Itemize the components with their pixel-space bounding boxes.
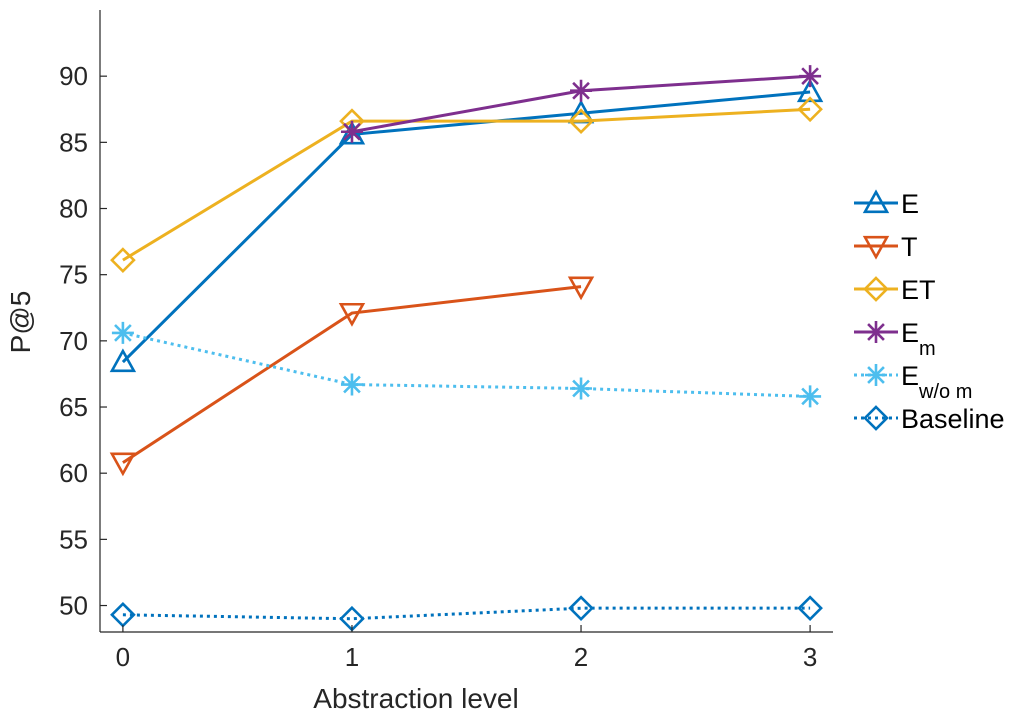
diamond-marker <box>110 247 136 273</box>
y-tick-label: 70 <box>59 326 88 356</box>
diamond-marker <box>568 595 594 622</box>
legend-label: Ew/o m <box>901 361 972 403</box>
legend-subscript: w/o m <box>918 381 972 403</box>
legend-item: Ew/o m <box>854 361 972 403</box>
legend-item: E <box>854 189 919 219</box>
diamond-marker <box>797 96 823 123</box>
asterisk-marker <box>799 65 822 88</box>
asterisk-marker <box>111 321 134 344</box>
legend-label: Baseline <box>901 404 1005 434</box>
asterisk-marker <box>865 321 887 343</box>
y-tick-label: 55 <box>59 524 88 554</box>
asterisk-marker <box>865 364 887 386</box>
y-tick-label: 90 <box>59 61 88 91</box>
diamond-marker <box>863 405 889 431</box>
triangle-down-marker <box>862 235 890 260</box>
legend-item: T <box>854 232 918 262</box>
asterisk-marker <box>340 373 363 396</box>
triangle-up-marker <box>338 120 366 145</box>
series-t <box>109 276 595 477</box>
series-em <box>340 65 822 143</box>
triangle-up-marker <box>109 348 137 373</box>
asterisk-marker <box>570 79 593 102</box>
triangle-down-marker <box>567 276 595 301</box>
legend-label: T <box>901 232 918 262</box>
x-tick-label: 0 <box>116 642 130 672</box>
series-line <box>122 606 811 621</box>
triangle-down-marker <box>109 452 137 477</box>
y-tick-label: 80 <box>59 194 88 224</box>
legend-label: ET <box>901 275 936 305</box>
axes: Abstraction level P@5 0 1 2 3 50 55 60 65 70 75 80… <box>5 10 833 714</box>
y-tick-label: 85 <box>59 127 88 157</box>
legend-label: E <box>901 189 919 219</box>
y-tick-label: 50 <box>59 591 88 621</box>
y-axis-label: P@5 <box>5 291 36 354</box>
triangle-up-marker <box>796 78 824 103</box>
diamond-marker <box>863 276 889 302</box>
diamond-marker <box>797 595 823 622</box>
triangle-down-marker <box>338 302 366 327</box>
series-et <box>110 96 823 273</box>
series-e <box>109 78 824 373</box>
asterisk-marker <box>340 120 363 143</box>
series-line <box>122 331 811 398</box>
y-tick-label: 75 <box>59 260 88 290</box>
series-line <box>122 107 811 262</box>
x-tick-label: 3 <box>803 642 817 672</box>
legend-item: Baseline <box>854 404 1005 434</box>
triangle-up-marker <box>862 189 890 214</box>
diamond-marker <box>568 108 594 135</box>
legend-item: Em <box>854 318 936 360</box>
asterisk-marker <box>570 377 593 400</box>
y-tick-label: 60 <box>59 458 88 488</box>
y-tick-label: 65 <box>59 392 88 422</box>
series-line <box>121 90 811 364</box>
plot-area <box>109 65 824 632</box>
x-axis-label: Abstraction level <box>313 683 518 714</box>
x-tick-label: 1 <box>345 642 359 672</box>
legend-label: Em <box>901 318 936 360</box>
x-tick-label: 2 <box>574 642 588 672</box>
series-line <box>122 285 582 464</box>
legend-subscript: m <box>919 338 936 360</box>
asterisk-marker <box>799 385 822 408</box>
series-ew-o-m <box>111 321 822 408</box>
legend-item: ET <box>854 275 936 305</box>
series-baseline <box>110 595 823 632</box>
